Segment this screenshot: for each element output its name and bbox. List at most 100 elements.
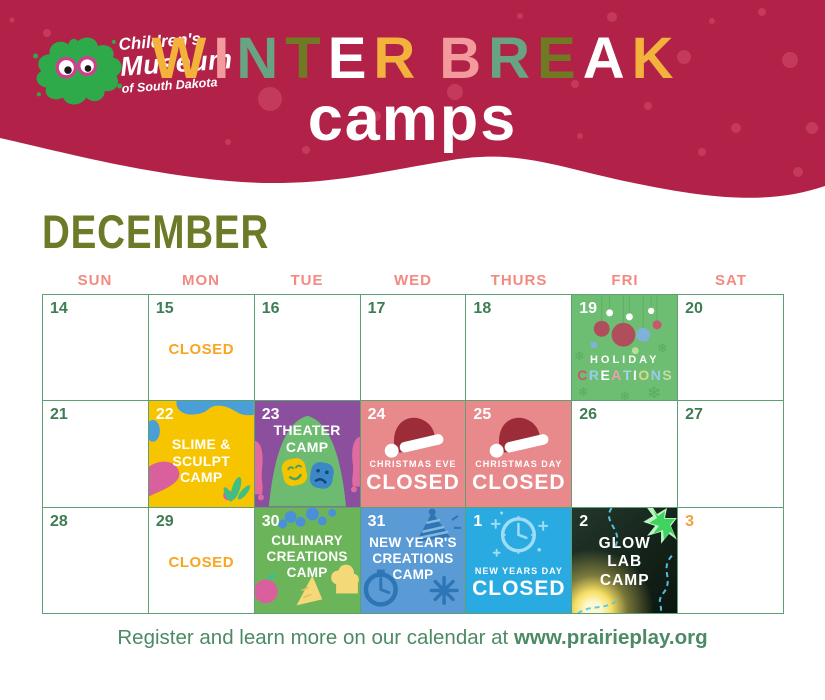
day-number: 18 [473,300,492,317]
cell-dec-27: 27 [678,401,784,508]
cell-dec-16: 16 [254,295,361,402]
closed-tile-christmas-day: 25 CHRISTMAS DAY CLOSED [466,401,572,507]
weekday-header-row: SUN MON TUE WED THURS FRI SAT [42,272,784,289]
camp-tile-theater: 23 THEATER CAMP [254,401,360,507]
day-number: 28 [50,512,68,530]
food-icons [254,507,359,606]
camp-tile-holiday-creations: ❄ ❄ ❄ ❄ ❄ 19 HO [572,295,678,401]
closed-tile-new-years-day: 1 NEW YEARS DAY CLOSED [466,507,572,613]
camp-tile-slime-sculpt: 22 SLIME & SCULPT CAMP [148,401,254,507]
camp-tile-new-years-creations: 31 NEW YEAR'S CREATIONS CAMP [360,507,466,613]
day-number: 20 [685,300,703,317]
theater-masks-icon [254,416,360,507]
weekday-wed: WED [394,272,432,289]
svg-text:❄: ❄ [574,350,585,365]
day-number: 29 [155,512,174,530]
weekday-sat: SAT [715,272,747,289]
day-number: 31 [367,512,386,530]
closed-label: CLOSED [472,470,566,494]
svg-text:❄: ❄ [657,342,668,357]
weekday-mon: MON [182,272,220,289]
holiday-name: CHRISTMAS DAY [475,459,563,470]
cell-dec-23: 23 THEATER CAMP [254,401,361,508]
day-number: 22 [155,406,174,424]
cell-dec-22: 22 SLIME & SCULPT CAMP [148,401,255,508]
day-number: 27 [685,406,703,424]
paint-blobs-icon [148,401,254,502]
cell-dec-24: 24 CHRISTMAS EVE CLOSED [360,401,467,508]
footer-text: Register and learn more on our calendar … [117,626,509,649]
camp-label: SLIME & SCULPT CAMP [171,436,231,486]
santa-hat-icon [384,418,443,458]
calendar-grid: 14 15 CLOSED 16 17 18 ❄ ❄ ❄ ❄ ❄ [42,294,784,614]
cell-dec-30: 30 CULINARY CREATIONS CAMP [254,507,361,614]
cell-jan-2: 2 GLOW LAB CAMP [572,507,679,614]
closed-tile-christmas-eve: 24 CHRISTMAS EVE CLOSED [360,401,466,507]
camp-tile-glow-lab: 2 GLOW LAB CAMP [572,507,678,613]
camp-label: NEW YEAR'S CREATIONS CAMP [369,535,457,582]
footer-website-link[interactable]: www.prairieplay.org [513,626,708,649]
day-number-next-month: 3 [685,512,695,530]
cell-dec-17: 17 [360,295,467,402]
camp-tile-culinary-creations: 30 CULINARY CREATIONS CAMP [254,507,360,613]
day-number: 24 [367,406,386,424]
day-number: 25 [473,406,492,424]
day-number: 15 [155,300,174,317]
holiday-name: CHRISTMAS EVE [369,459,457,470]
day-number: 14 [50,300,68,317]
clock-icon [491,511,549,557]
svg-text:❄: ❄ [620,389,631,400]
svg-text:❄: ❄ [578,385,589,400]
camp-label: GLOW LAB CAMP [598,535,651,589]
day-number: 2 [579,512,589,530]
day-number: 17 [367,300,386,317]
ornaments-snowflakes-icon: ❄ ❄ ❄ ❄ ❄ [574,295,668,400]
cell-dec-31: 31 NEW YEAR'S CREATIONS CAMP [360,507,467,614]
camp-label-holiday: HOLIDAY [589,353,660,366]
cell-dec-29: 29 CLOSED [148,507,255,614]
party-clock-fireworks-icons [363,508,461,607]
weekday-sun: SUN [77,272,113,289]
day-number: 26 [579,406,598,424]
banner-wave-background [0,0,825,198]
day-number: 16 [261,300,280,317]
camp-label: CULINARY CREATIONS CAMP [266,532,348,580]
weekday-thurs: THURS [490,272,548,289]
museum-logo: Children's Museum of South Dakota [28,26,234,116]
cell-dec-28: 28 [43,507,149,614]
cell-dec-19: ❄ ❄ ❄ ❄ ❄ 19 HO [572,295,679,402]
cell-dec-21: 21 [43,401,149,508]
cell-jan-1: 1 NEW YEARS DAY CLOSED [466,507,573,614]
glow-splat-icon [577,507,678,613]
cell-dec-20: 20 [678,295,784,402]
camp-label: THEATER CAMP [273,422,341,455]
weekday-fri: FRI [611,272,639,289]
closed-label: CLOSED [168,554,235,571]
footer-register-line: Register and learn more on our calendar … [0,626,825,650]
cell-dec-15: 15 CLOSED [148,295,255,402]
cell-dec-26: 26 [572,401,679,508]
closed-label: CLOSED [168,341,235,359]
weekday-tue: TUE [290,272,324,289]
cell-dec-18: 18 [466,295,573,402]
camps-subtitle: camps [307,84,518,154]
svg-text:❄: ❄ [647,382,661,400]
closed-label: CLOSED [472,577,566,601]
splat-eyes-icon [33,37,123,105]
santa-hat-icon [490,418,549,458]
day-number: 30 [261,512,280,530]
day-number: 23 [261,406,280,424]
holiday-name: NEW YEARS DAY [474,565,563,576]
closed-label: CLOSED [366,470,460,494]
day-number: 19 [579,300,598,317]
cell-dec-25: 25 CHRISTMAS DAY CLOSED [466,401,573,508]
day-number: 1 [473,512,483,530]
cell-jan-3: 3 [678,507,784,614]
month-title: DECEMBER [42,205,270,258]
